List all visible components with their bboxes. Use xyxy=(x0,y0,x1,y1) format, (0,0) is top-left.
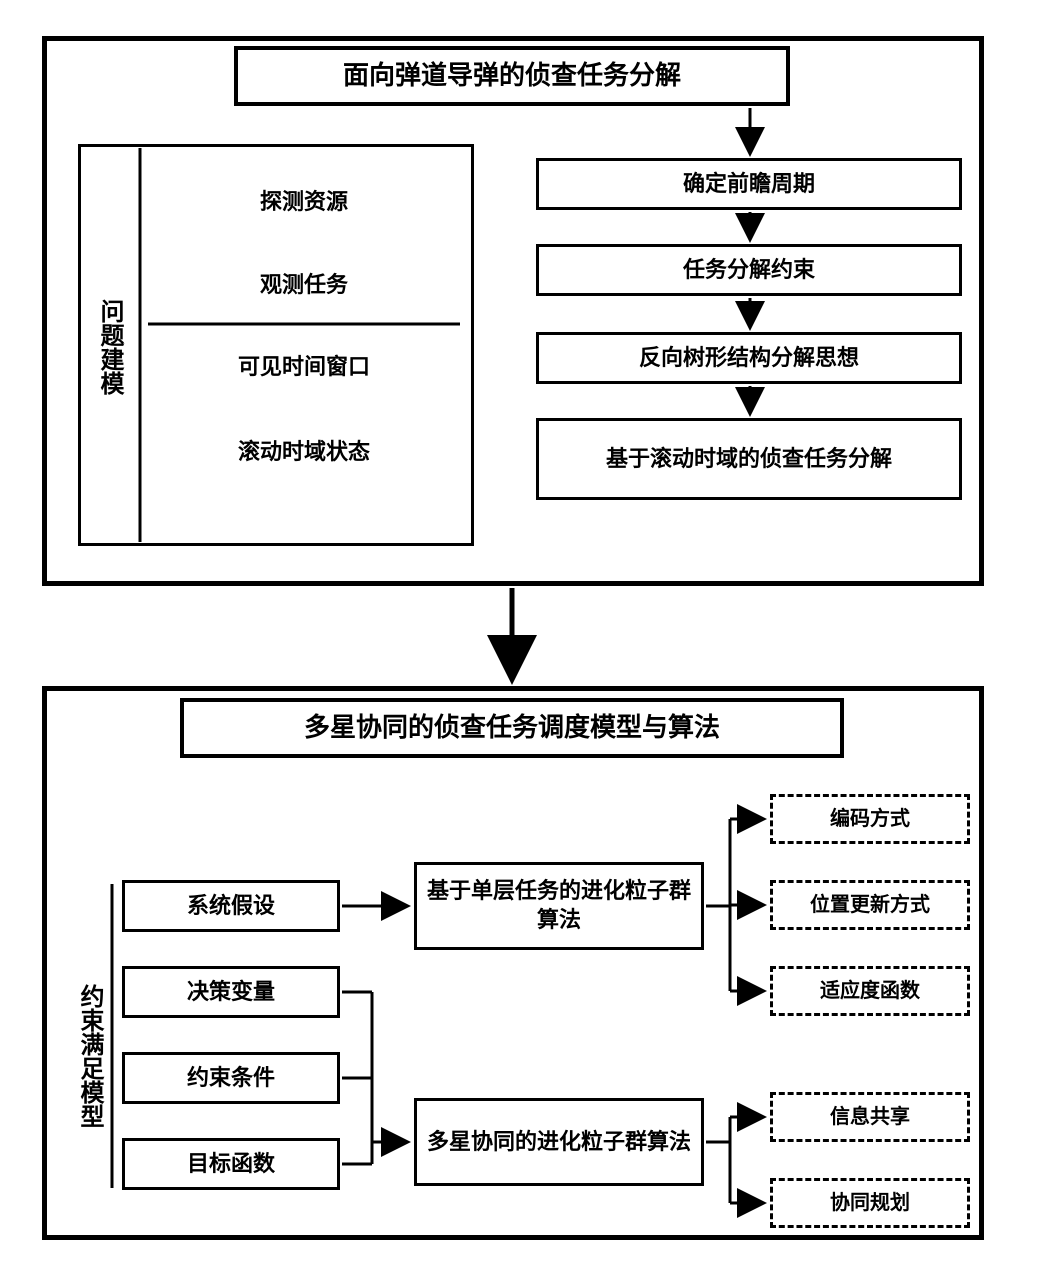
top-left-label: 问题建模 xyxy=(92,262,127,432)
top-right-item-1: 任务分解约束 xyxy=(536,244,962,296)
bottom-left-item-1-text: 决策变量 xyxy=(187,978,275,1007)
bottom-left-item-3: 目标函数 xyxy=(122,1138,340,1190)
bottom-right-item-1-text: 位置更新方式 xyxy=(810,892,930,918)
bottom-left-item-1: 决策变量 xyxy=(122,966,340,1018)
top-right-item-0-text: 确定前瞻周期 xyxy=(683,170,815,199)
bottom-right-item-2: 适应度函数 xyxy=(770,966,970,1016)
top-left-item-3-text: 滚动时域状态 xyxy=(238,438,370,467)
top-left-item-2-text: 可见时间窗口 xyxy=(238,353,370,382)
bottom-right-item-1: 位置更新方式 xyxy=(770,880,970,930)
top-left-item-1: 观测任务 xyxy=(148,256,460,314)
bottom-right-item-3: 信息共享 xyxy=(770,1092,970,1142)
bottom-right-item-4-text: 协同规划 xyxy=(830,1190,910,1216)
diagram-canvas: 面向弹道导弹的侦查任务分解 问题建模 探测资源 观测任务 可见时间窗口 滚动时域… xyxy=(0,0,1037,1277)
top-right-item-3-text: 基于滚动时域的侦查任务分解 xyxy=(606,445,892,474)
top-right-item-0: 确定前瞻周期 xyxy=(536,158,962,210)
bottom-left-label-text: 约束满足模型 xyxy=(72,984,107,1128)
top-title-text: 面向弹道导弹的侦查任务分解 xyxy=(343,59,681,93)
top-left-label-text: 问题建模 xyxy=(92,299,127,395)
top-right-item-1-text: 任务分解约束 xyxy=(683,256,815,285)
bottom-right-item-2-text: 适应度函数 xyxy=(820,978,920,1004)
bottom-left-item-3-text: 目标函数 xyxy=(187,1150,275,1179)
top-left-item-1-text: 观测任务 xyxy=(260,271,348,300)
bottom-title-text: 多星协同的侦查任务调度模型与算法 xyxy=(304,711,720,745)
bottom-left-item-0-text: 系统假设 xyxy=(187,892,275,921)
bottom-mid-item-1-text: 多星协同的进化粒子群算法 xyxy=(427,1128,691,1157)
top-left-item-2: 可见时间窗口 xyxy=(148,338,460,396)
bottom-mid-item-1: 多星协同的进化粒子群算法 xyxy=(414,1098,704,1186)
bottom-left-item-0: 系统假设 xyxy=(122,880,340,932)
top-title-box: 面向弹道导弹的侦查任务分解 xyxy=(234,46,790,106)
bottom-left-item-2-text: 约束条件 xyxy=(187,1064,275,1093)
top-right-item-3: 基于滚动时域的侦查任务分解 xyxy=(536,418,962,500)
bottom-mid-item-0: 基于单层任务的进化粒子群算法 xyxy=(414,862,704,950)
bottom-left-item-2: 约束条件 xyxy=(122,1052,340,1104)
bottom-mid-item-0-text: 基于单层任务的进化粒子群算法 xyxy=(425,877,693,934)
bottom-right-item-0-text: 编码方式 xyxy=(830,806,910,832)
bottom-title-box: 多星协同的侦查任务调度模型与算法 xyxy=(180,698,844,758)
bottom-right-item-3-text: 信息共享 xyxy=(830,1104,910,1130)
top-left-item-0-text: 探测资源 xyxy=(260,188,348,217)
top-right-item-2-text: 反向树形结构分解思想 xyxy=(639,344,859,373)
top-left-item-0: 探测资源 xyxy=(148,170,460,234)
bottom-left-label: 约束满足模型 xyxy=(72,936,107,1176)
bottom-right-item-4: 协同规划 xyxy=(770,1178,970,1228)
top-right-item-2: 反向树形结构分解思想 xyxy=(536,332,962,384)
bottom-right-item-0: 编码方式 xyxy=(770,794,970,844)
top-left-item-3: 滚动时域状态 xyxy=(148,420,460,484)
